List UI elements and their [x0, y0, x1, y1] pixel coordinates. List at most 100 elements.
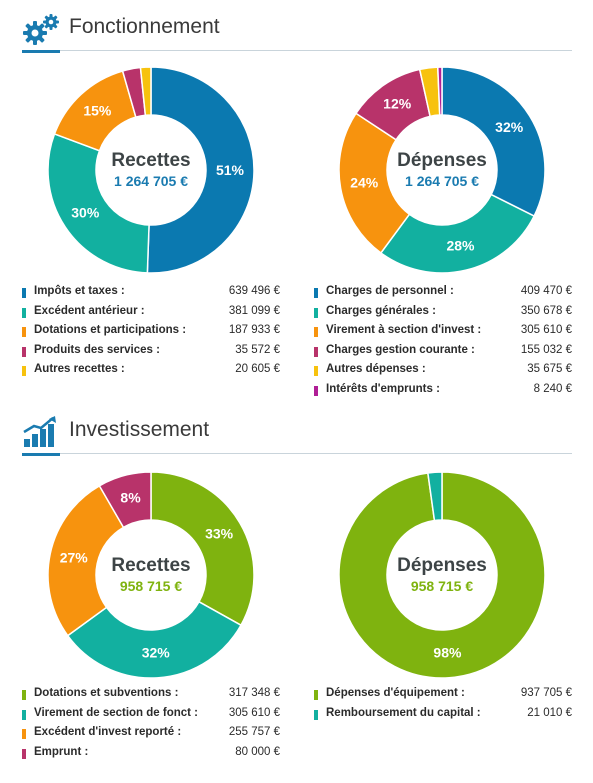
donut-chart-fonct-depenses: 32% 28% 24% 12% — [338, 66, 546, 274]
legend-amount: 305 610 € — [228, 706, 280, 719]
legend-item: Dépenses d'équipement : 937 705 € — [314, 686, 572, 706]
legend-item: Virement à section d'invest : 305 610 € — [314, 323, 572, 343]
donut-center-fonct-recettes: Recettes 1 264 705 € — [96, 150, 206, 190]
slice-percent-label: 98% — [433, 645, 462, 661]
legend-swatch — [314, 288, 318, 298]
legend-item: Charges générales : 350 678 € — [314, 304, 572, 324]
slice-percent-label: 33% — [205, 526, 234, 542]
donut-total: 958 715 € — [410, 578, 474, 594]
legend-amount: 381 099 € — [228, 304, 280, 317]
legend-item: Excédent d'invest reporté : 255 757 € — [22, 725, 280, 745]
donut-total: 1 264 705 € — [114, 173, 188, 189]
header-accent-bar — [22, 50, 60, 53]
legend-item: Produits des services : 35 572 € — [22, 343, 280, 363]
legend-amount: 305 610 € — [520, 324, 572, 336]
legend-item: Excédent antérieur : 381 099 € — [22, 304, 280, 324]
section-title: Investissement — [69, 418, 210, 441]
legend-swatch — [22, 729, 26, 739]
donut-slice — [47, 132, 150, 274]
legend-label: Dotations et subventions : — [34, 687, 179, 699]
legend-amount: 639 496 € — [228, 285, 280, 297]
legend-item: Remboursement du capital : 21 010 € — [314, 706, 572, 726]
section-header-investissement: Investissement — [22, 413, 572, 456]
donut-center-fonct-depenses: Dépenses 1 264 705 € — [387, 150, 497, 190]
donut-slice — [66, 600, 242, 679]
legend-label: Charges de personnel : — [326, 285, 454, 297]
gears-icon — [23, 14, 59, 45]
donut-slice — [139, 66, 152, 117]
legend-swatch — [22, 709, 26, 720]
legend-label: Charges gestion courante : — [326, 343, 475, 356]
slice-percent-label: 32% — [495, 119, 524, 135]
legend-label: Emprunt : — [34, 745, 89, 758]
donut-chart-invest-depenses: 98% — [338, 471, 546, 679]
donut-center-invest-depenses: Dépenses 958 715 € — [387, 555, 497, 595]
donut-title: Recettes — [111, 555, 191, 576]
donut-slice — [338, 112, 411, 254]
legend-label: Autres recettes : — [34, 363, 125, 375]
slice-percent-label: 28% — [446, 238, 475, 254]
section-title: Fonctionnement — [69, 15, 220, 38]
slice-percent-label: 12% — [383, 96, 412, 112]
legend-amount: 35 675 € — [527, 363, 572, 375]
legend-swatch — [22, 288, 26, 298]
growth-chart-icon — [23, 416, 56, 447]
donut-slice — [150, 471, 255, 627]
donut-slice — [98, 471, 152, 529]
legend-invest-recettes: Dotations et subventions : 317 348 € Virem… — [22, 686, 280, 764]
legend-swatch — [314, 385, 318, 396]
legend-fonct-depenses: Charges de personnel : 409 470 € Charges g… — [314, 284, 572, 401]
legend-swatch — [22, 327, 26, 337]
legend-amount: 350 678 € — [520, 304, 572, 317]
donut-slice — [427, 471, 443, 522]
legend-swatch — [314, 690, 318, 700]
legend-item: Dotations et participations : 187 933 € — [22, 323, 280, 343]
legend-swatch — [22, 690, 26, 700]
legend-item: Intérêts d'emprunts : 8 240 € — [314, 382, 572, 402]
legend-swatch — [22, 307, 26, 318]
header-accent-bar — [22, 453, 60, 456]
legend-item: Dotations et subventions : 317 348 € — [22, 686, 280, 706]
slice-percent-label: 15% — [83, 103, 112, 119]
legend-swatch — [314, 307, 318, 318]
legend-amount: 255 757 € — [228, 726, 280, 738]
legend-amount: 21 010 € — [527, 706, 572, 719]
legend-amount: 187 933 € — [228, 324, 280, 336]
legend-label: Impôts et taxes : — [34, 285, 125, 297]
legend-swatch — [314, 709, 318, 720]
legend-swatch — [314, 327, 318, 337]
legend-amount: 35 572 € — [235, 343, 280, 356]
donut-slice — [437, 66, 443, 116]
donut-total: 1 264 705 € — [405, 173, 479, 189]
donut-slice — [441, 66, 546, 218]
donut-chart-fonct-recettes: 51% 30% 15% — [47, 66, 255, 274]
donut-slice — [146, 66, 255, 274]
legend-swatch — [22, 366, 26, 376]
legend-label: Virement à section d'invest : — [326, 324, 482, 336]
legend-label: Excédent antérieur : — [34, 304, 145, 317]
legend-swatch — [314, 366, 318, 376]
donut-slice — [338, 471, 546, 679]
legend-item: Autres dépenses : 35 675 € — [314, 362, 572, 382]
slice-percent-label: 8% — [120, 489, 141, 505]
donut-slice — [379, 193, 536, 274]
donut-total: 958 715 € — [119, 578, 183, 594]
legend-fonct-recettes: Impôts et taxes : 639 496 € Excédent antér… — [22, 284, 280, 382]
legend-label: Autres dépenses : — [326, 363, 426, 375]
legend-swatch — [314, 346, 318, 357]
donut-slice — [47, 484, 125, 637]
legend-label: Charges générales : — [326, 304, 436, 317]
donut-title: Dépenses — [397, 150, 487, 171]
legend-item: Virement de section de fonct : 305 610 € — [22, 706, 280, 726]
legend-amount: 155 032 € — [520, 343, 572, 356]
legend-label: Dotations et participations : — [34, 324, 187, 336]
slice-percent-label: 51% — [216, 162, 245, 178]
legend-label: Produits des services : — [34, 343, 160, 356]
legend-amount: 20 605 € — [235, 363, 280, 375]
slice-percent-label: 32% — [142, 645, 171, 661]
legend-item: Autres recettes : 20 605 € — [22, 362, 280, 382]
legend-label: Dépenses d'équipement : — [326, 687, 465, 699]
legend-amount: 80 000 € — [235, 745, 280, 758]
legend-item: Emprunt : 80 000 € — [22, 745, 280, 765]
legend-amount: 317 348 € — [228, 687, 280, 699]
